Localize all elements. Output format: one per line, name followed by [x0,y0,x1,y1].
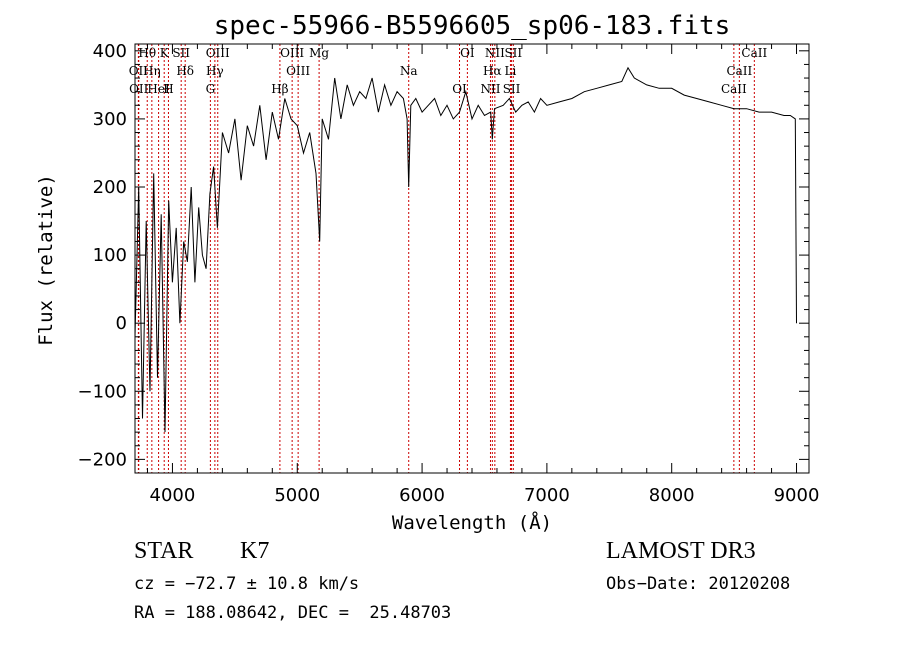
spectral-line-label: Hη [143,64,161,78]
spectral-line-label: Mg [309,46,329,60]
x-tick-label: 6000 [399,485,445,506]
spectral-line-label: SII [503,82,521,96]
y-tick-label: −200 [78,449,127,470]
spectral-line-label: HeI [147,82,170,96]
y-tick-label: 0 [116,313,127,334]
spectral-line-label: OIII [280,46,304,60]
y-axis-label: Flux (relative) [35,174,57,346]
x-tick-label: 8000 [649,485,695,506]
spectral-line-label: SII [504,46,522,60]
y-tick-label: 400 [93,41,127,62]
spectral-line-label: SII [172,46,190,60]
y-tick-label: 200 [93,177,127,198]
x-tick-label: 5000 [274,485,320,506]
spectrum-series [134,66,797,433]
spectral-line-label: NII [485,46,505,60]
y-tick-label: 100 [93,245,127,266]
axis-ticks: 4000 5000 6000 7000 8000 9000 −200 −100 0 100 200 3… [78,41,820,506]
spectral-line-markers [137,44,755,473]
spectral-line-label: CaII [741,46,767,60]
x-tick-label: 9000 [774,485,820,506]
spectrum-line-flux [134,66,797,433]
spectral-line-label: OIII [206,46,230,60]
spectral-line-label: OI [452,82,467,96]
y-tick-label: 300 [93,109,127,130]
spectral-line-label: G [206,82,216,96]
x-axis-label: Wavelength (Å) [392,511,552,534]
spectral-line-label: H [163,82,173,96]
spectral-line-label: K [160,46,170,60]
spectral-line-label: OII [129,64,149,78]
spectral-line-label: Hα [483,64,502,78]
x-tick-label: 4000 [150,485,196,506]
chart-title: spec-55966-B5596605_sp06-183.fits [214,11,731,41]
y-tick-label: −100 [78,381,127,402]
spectral-line-label: NII [480,82,500,96]
obs-date: Obs−Date: 20120208 [606,574,791,594]
spectral-line-label: OI [460,46,475,60]
spectral-line-label: OIII [286,64,310,78]
spectral-line-label: CaII [721,82,747,96]
redshift-readout: cz = −72.7 ± 10.8 km/s [134,574,360,594]
spectral-line-label: Hβ [271,82,288,96]
spectral-line-label: Li [505,64,517,78]
spectral-line-label: Hγ [206,64,224,78]
spectral-line-label: Na [400,64,418,78]
object-type: STAR [134,538,194,564]
coordinates: RA = 188.08642, DEC = 25.48703 [134,603,452,623]
spectral-line-labels: Hθ OII OII K Hδ HeI SII HηH OIII Hγ G OIII OIII Hβ Mg N… [129,46,768,96]
spectral-subclass: K7 [240,538,270,564]
spectral-line-label: CaII [726,64,752,78]
plot-frame [134,43,810,474]
x-tick-label: 7000 [524,485,570,506]
spectral-line-label: Hθ [138,46,156,60]
survey-name: LAMOST DR3 [606,538,756,564]
spectral-line-label: Hδ [176,64,194,78]
spectral-line-label: OII [129,82,149,96]
